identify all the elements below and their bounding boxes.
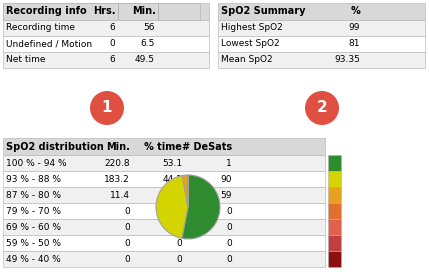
Bar [158, 3, 200, 20]
Text: 2.7: 2.7 [168, 190, 182, 199]
Bar [3, 52, 209, 68]
Text: 49.5: 49.5 [135, 56, 155, 64]
Text: 56: 56 [143, 24, 155, 33]
Bar [3, 235, 325, 251]
Text: Lowest SpO2: Lowest SpO2 [221, 39, 280, 48]
Text: 53.1: 53.1 [162, 158, 182, 167]
Text: Highest SpO2: Highest SpO2 [221, 24, 283, 33]
Circle shape [90, 91, 124, 125]
Circle shape [171, 201, 205, 235]
Text: 90: 90 [221, 175, 232, 184]
Bar [328, 187, 341, 203]
Text: %: % [350, 7, 360, 16]
Text: 69 % - 60 %: 69 % - 60 % [6, 222, 61, 232]
Bar [3, 203, 325, 219]
Bar [328, 155, 341, 171]
Text: 0: 0 [176, 255, 182, 264]
Text: 59: 59 [221, 190, 232, 199]
Text: 0: 0 [176, 207, 182, 215]
Bar [328, 235, 341, 251]
Text: 0: 0 [124, 255, 130, 264]
Text: Min.: Min. [132, 7, 156, 16]
Bar [218, 3, 425, 20]
Text: # DeSats: # DeSats [182, 141, 232, 152]
Bar [3, 36, 209, 52]
Text: Hrs.: Hrs. [94, 7, 116, 16]
Text: 59 % - 50 %: 59 % - 50 % [6, 238, 61, 247]
Bar [3, 3, 118, 20]
Bar [3, 3, 209, 20]
Bar [3, 187, 325, 203]
Text: Min.: Min. [106, 141, 130, 152]
Text: 93 % - 88 %: 93 % - 88 % [6, 175, 61, 184]
Text: Recording info: Recording info [6, 7, 87, 16]
Bar [328, 251, 341, 267]
Text: SpO2 Summary: SpO2 Summary [221, 7, 305, 16]
Text: 0: 0 [124, 207, 130, 215]
Text: 0: 0 [226, 222, 232, 232]
Bar [3, 20, 209, 36]
Bar [118, 3, 158, 20]
Bar [218, 36, 425, 52]
Bar [328, 171, 341, 187]
Text: Recording time: Recording time [6, 24, 75, 33]
Bar [3, 219, 325, 235]
Text: 1: 1 [226, 158, 232, 167]
Text: 49 % - 40 %: 49 % - 40 % [6, 255, 61, 264]
Text: 0: 0 [226, 255, 232, 264]
Text: 0: 0 [176, 222, 182, 232]
Text: 1: 1 [102, 101, 112, 116]
Text: 6: 6 [109, 24, 115, 33]
Text: 11.4: 11.4 [110, 190, 130, 199]
Text: 220.8: 220.8 [104, 158, 130, 167]
Text: 0: 0 [176, 238, 182, 247]
Text: 87 % - 80 %: 87 % - 80 % [6, 190, 61, 199]
Text: SpO2 distribution: SpO2 distribution [6, 141, 104, 152]
Text: % time: % time [144, 141, 182, 152]
Wedge shape [182, 175, 220, 239]
Bar [218, 20, 425, 36]
Bar [3, 171, 325, 187]
Wedge shape [182, 175, 188, 207]
Text: 100 % - 94 %: 100 % - 94 % [6, 158, 66, 167]
Wedge shape [156, 175, 188, 238]
Text: 0: 0 [226, 238, 232, 247]
Text: 2: 2 [317, 101, 327, 116]
Text: 6.5: 6.5 [141, 39, 155, 48]
Bar [3, 155, 325, 171]
Text: Mean SpO2: Mean SpO2 [221, 56, 272, 64]
Text: 44.1: 44.1 [162, 175, 182, 184]
Text: 0: 0 [124, 222, 130, 232]
Text: Net time: Net time [6, 56, 45, 64]
Text: 0: 0 [109, 39, 115, 48]
Text: 81: 81 [348, 39, 360, 48]
Text: 99: 99 [348, 24, 360, 33]
Text: Undefined / Motion: Undefined / Motion [6, 39, 92, 48]
Text: 93.35: 93.35 [334, 56, 360, 64]
Text: 79 % - 70 %: 79 % - 70 % [6, 207, 61, 215]
Text: 0: 0 [124, 238, 130, 247]
Circle shape [305, 91, 339, 125]
Bar [328, 203, 341, 219]
Bar [328, 219, 341, 235]
Text: 6: 6 [109, 56, 115, 64]
Text: 0: 0 [226, 207, 232, 215]
Text: 183.2: 183.2 [104, 175, 130, 184]
Bar [3, 138, 325, 155]
Bar [218, 52, 425, 68]
Text: 3: 3 [183, 210, 193, 226]
Bar [3, 251, 325, 267]
